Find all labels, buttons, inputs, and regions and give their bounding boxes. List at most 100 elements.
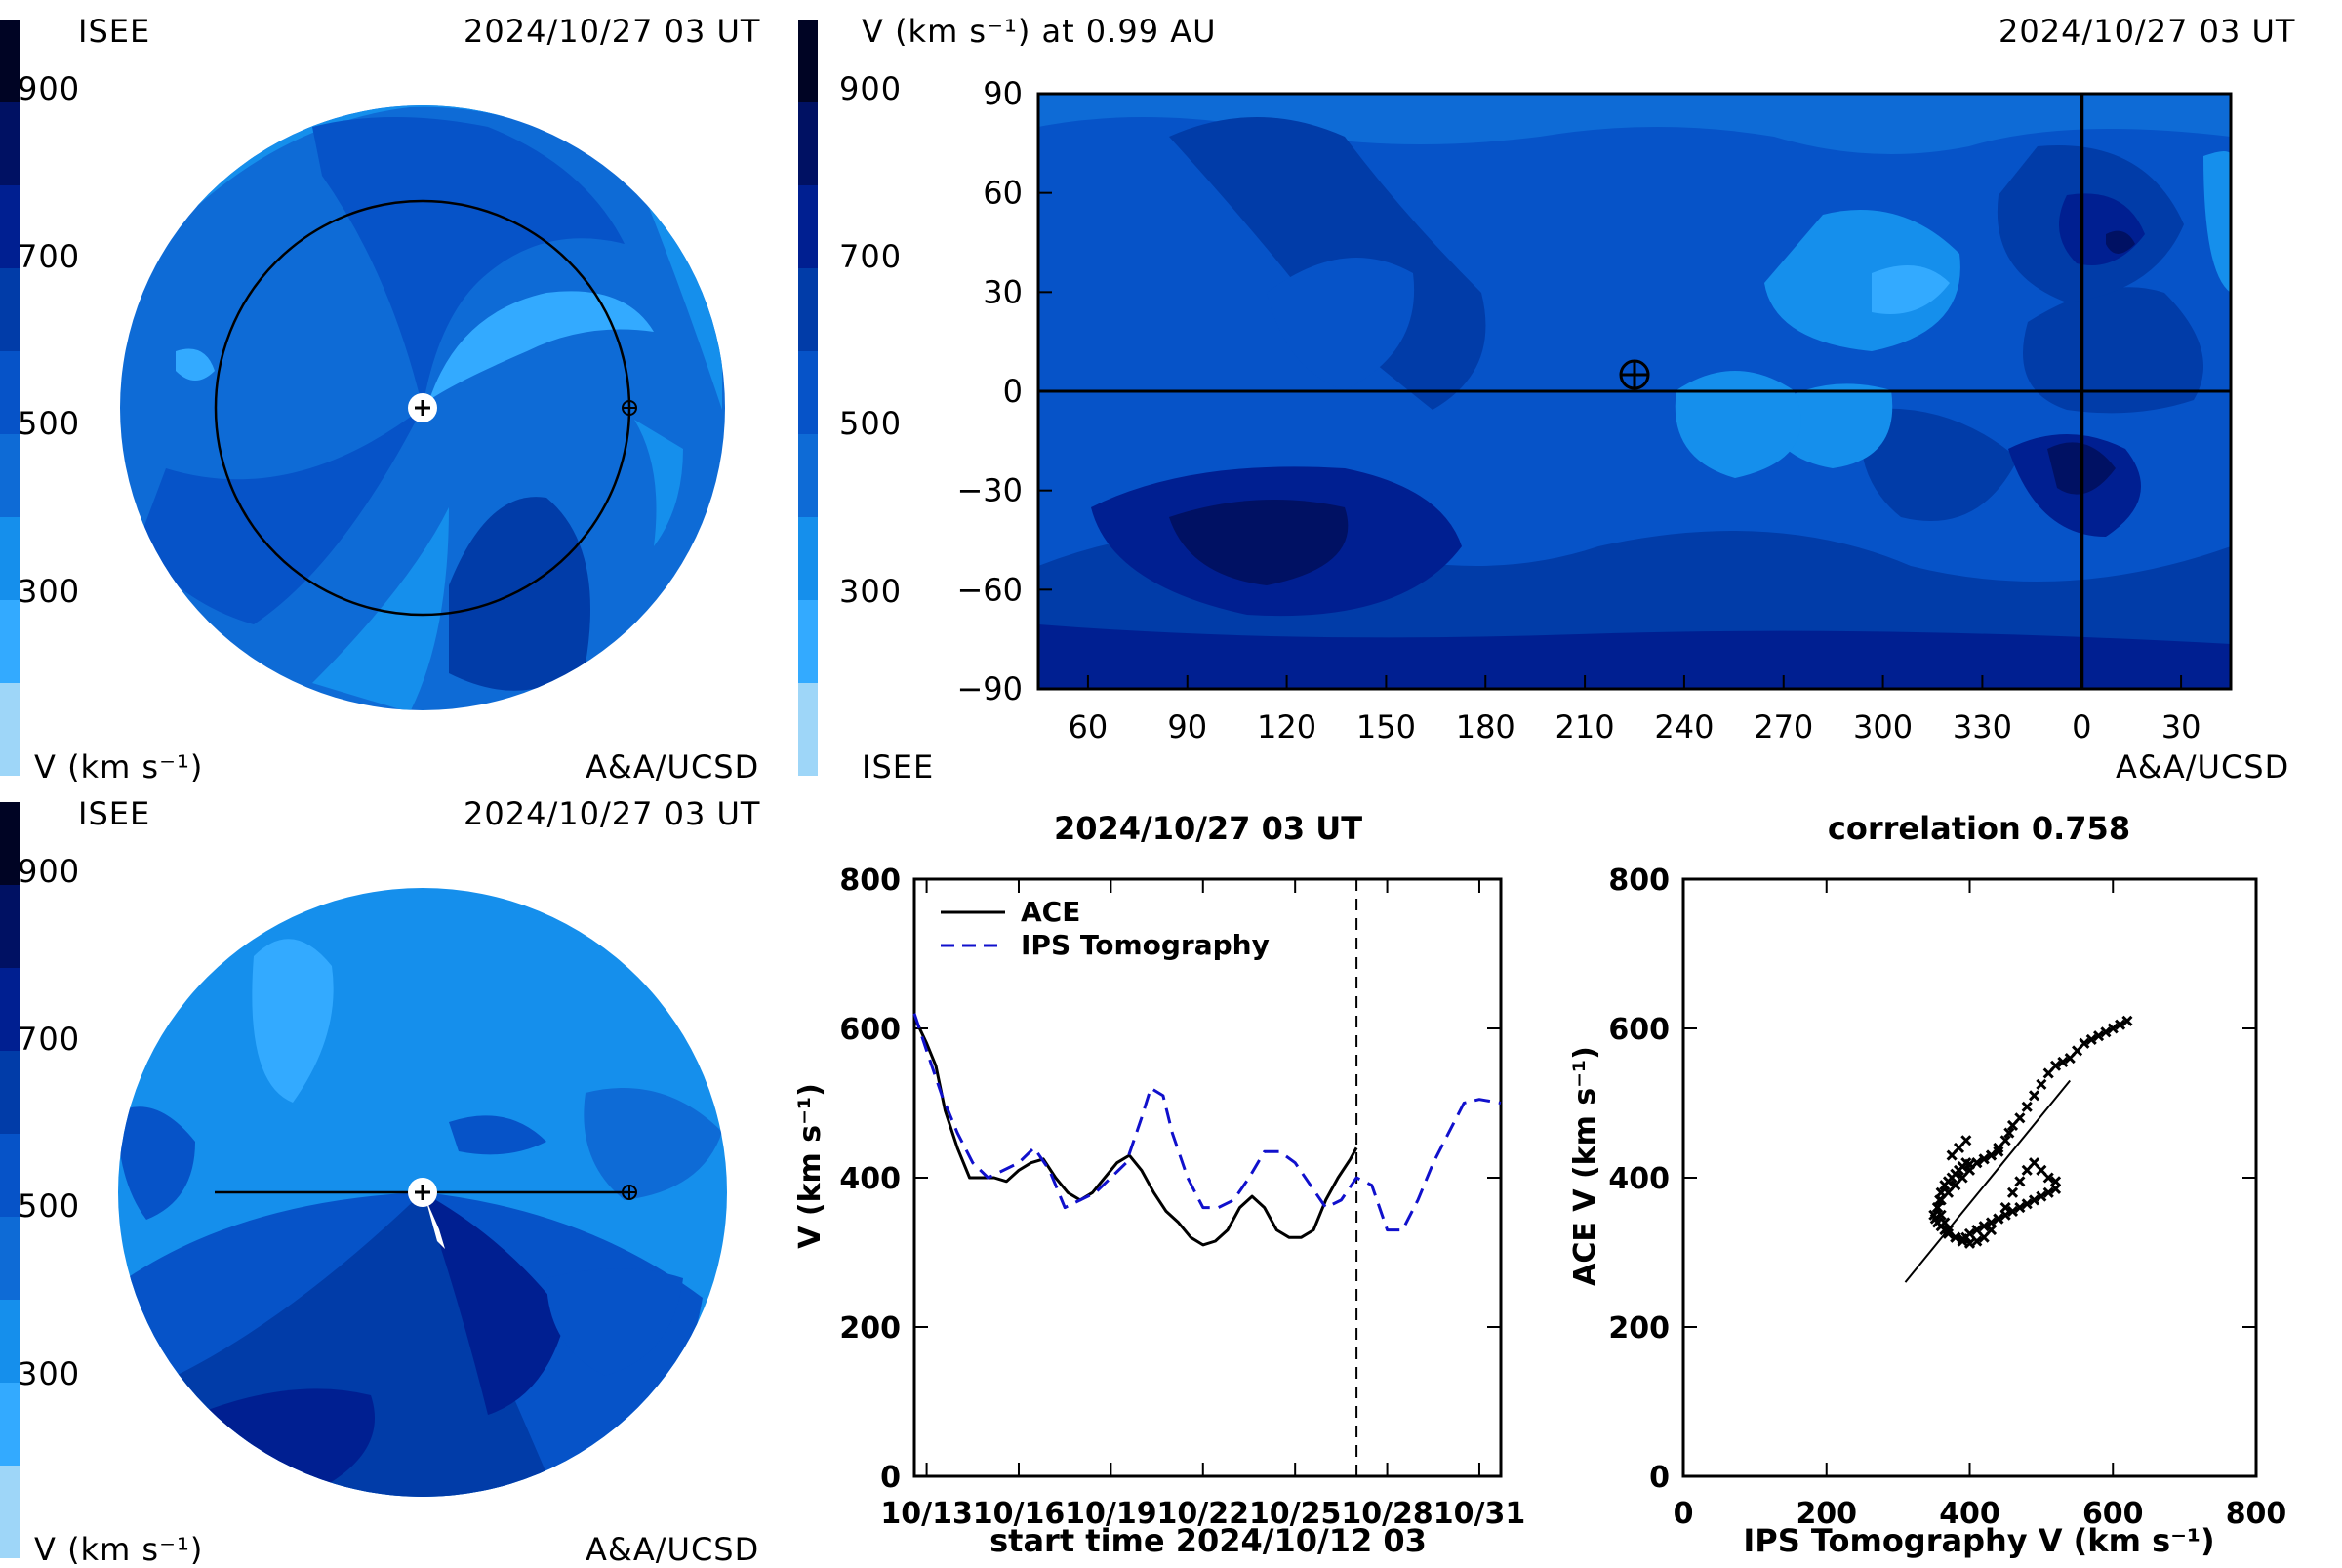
polar-map-bottom — [118, 888, 727, 1497]
legend-ips-label: IPS Tomography — [1021, 929, 1270, 961]
panel-latlon-map: V (km s⁻¹) at 0.99 AU 2024/10/27 03 UT 9… — [798, 0, 2342, 790]
y-tick-label: 600 — [839, 1013, 901, 1047]
x-tick-label: 10/22 — [1157, 1497, 1249, 1531]
x-tick-label: 0 — [1674, 1497, 1694, 1531]
chart-title: correlation 0.758 — [1828, 810, 2130, 847]
colorbar-band — [0, 683, 20, 776]
colorbar-tick: 300 — [18, 1355, 81, 1392]
scatter-point — [2042, 1172, 2054, 1184]
y-tick-label: 90 — [983, 75, 1023, 112]
colorbar-band — [0, 517, 20, 600]
y-tick-label: −90 — [956, 670, 1023, 707]
colorbar-band — [0, 102, 20, 185]
y-tick-label: 60 — [983, 175, 1023, 212]
y-tick-label: 200 — [1608, 1311, 1670, 1346]
scatter-point — [1985, 1217, 1998, 1228]
scatter-point — [1931, 1202, 1944, 1214]
scatter-point — [1993, 1146, 2004, 1157]
y-tick-label: 600 — [1608, 1013, 1670, 1047]
colorbar-band — [798, 20, 818, 102]
colorbar-tl — [0, 20, 20, 776]
y-tick-label: 200 — [839, 1311, 901, 1346]
unit-label: V (km s⁻¹) — [34, 1531, 204, 1568]
scatter-point — [1963, 1237, 1976, 1249]
y-tick-label: 0 — [1649, 1461, 1670, 1495]
panel-ecliptic-top: ISEE 2024/10/27 03 UT 900 700 500 300 V … — [0, 0, 790, 790]
scatter-point — [2006, 1186, 2019, 1198]
x-tick-label: 120 — [1257, 708, 1316, 745]
y-tick-label: 0 — [880, 1461, 901, 1495]
colorbar-band — [0, 1466, 20, 1558]
colorbar-band — [0, 885, 20, 968]
colorbar-tick: 300 — [839, 573, 903, 610]
x-tick-label: 300 — [1853, 708, 1913, 745]
colorbar-tick: 500 — [839, 405, 903, 442]
colorbar-band — [0, 1134, 20, 1217]
y-tick-label: 0 — [1003, 373, 1023, 410]
scatter-point — [1993, 1213, 2004, 1225]
colorbar-bl — [0, 802, 20, 1558]
colorbar-band — [0, 434, 20, 517]
polar-map-top — [120, 105, 725, 710]
colorbar-band — [0, 600, 20, 683]
scatter-point — [2021, 1101, 2033, 1112]
colorbar-tick: 900 — [18, 70, 81, 107]
colorbar-band — [798, 683, 818, 776]
x-tick-label: 800 — [2226, 1497, 2287, 1531]
scatter-point — [2121, 1015, 2133, 1026]
scatter-point — [2028, 1090, 2040, 1102]
y-tick-label: 800 — [1608, 864, 1670, 898]
scatter-point — [2006, 1205, 2019, 1217]
scatter-point — [1978, 1153, 1990, 1165]
map-title: V (km s⁻¹) at 0.99 AU — [862, 13, 1217, 50]
colorbar-tick: 900 — [839, 70, 903, 107]
scatter-point — [2100, 1026, 2112, 1038]
y-tick-label: 30 — [983, 273, 1023, 310]
x-tick-label: 10/28 — [1341, 1497, 1433, 1531]
scatter-point — [2049, 1183, 2062, 1195]
legend: ACE IPS Tomography — [941, 896, 1270, 961]
colorbar-band — [0, 1300, 20, 1383]
colorbar-tick: 700 — [18, 1021, 81, 1058]
arrow-icon — [425, 1198, 445, 1249]
scatter-point — [1999, 1209, 2011, 1221]
scatter-point — [1928, 1209, 1940, 1221]
colorbar-tick: 300 — [18, 573, 81, 610]
scatter-point — [1950, 1231, 1961, 1243]
scatter-point — [2003, 1127, 2015, 1139]
scatter-point — [2057, 1056, 2069, 1067]
scatter-point — [1971, 1157, 1983, 1169]
colorbar-band — [0, 1217, 20, 1300]
colorbar-band — [798, 600, 818, 683]
colorbar-tick: 500 — [18, 1187, 81, 1225]
earth-marker — [622, 400, 637, 416]
colorbar-tr — [798, 20, 818, 776]
scatter-point — [2036, 1078, 2047, 1090]
earth-marker — [622, 1185, 637, 1200]
scatter-point — [2014, 1176, 2026, 1187]
earth-marker-cross — [1621, 361, 1648, 389]
y-tick-label: 400 — [839, 1162, 901, 1196]
fit-line — [1904, 1079, 2071, 1283]
colorbar-band — [0, 968, 20, 1051]
x-tick-label: 60 — [1069, 708, 1109, 745]
ace-series — [912, 1016, 1358, 1247]
credit-label: A&A/UCSD — [586, 1531, 760, 1568]
colorbar-band — [0, 20, 20, 102]
colorbar-band — [0, 1051, 20, 1134]
colorbar-tick: 500 — [18, 405, 81, 442]
y-axis-label: V (km s⁻¹) — [793, 1083, 828, 1249]
x-tick-label: 10/31 — [1433, 1497, 1525, 1531]
colorbar-band — [0, 351, 20, 434]
y-tick-label: −30 — [956, 472, 1023, 509]
scatter-point — [2093, 1030, 2105, 1042]
panel-scatter: 0 200 400 600 800 0 200 400 600 800 correlation 0… — [1561, 790, 2342, 1561]
x-tick-label: 10/16 — [973, 1497, 1065, 1531]
x-tick-label: 400 — [1939, 1497, 2000, 1531]
colorbar-band — [0, 268, 20, 351]
x-tick-label: 10/13 — [880, 1497, 972, 1531]
x-axis-label: start time 2024/10/12 03 — [989, 1522, 1427, 1559]
colorbar-band — [798, 102, 818, 185]
scatter-point — [1971, 1224, 1983, 1236]
source-label: ISEE — [78, 795, 151, 832]
